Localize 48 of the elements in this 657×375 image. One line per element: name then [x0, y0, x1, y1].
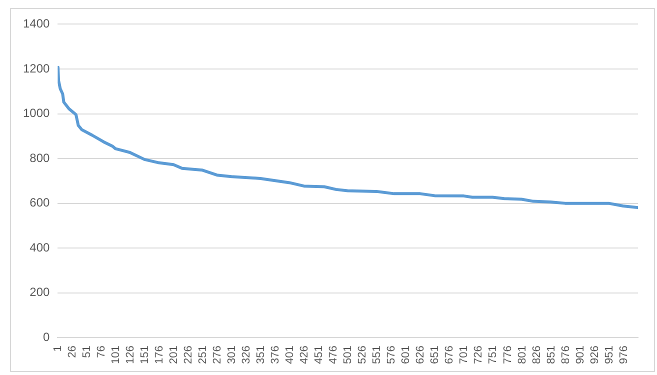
x-tick-label: 901	[574, 346, 586, 364]
x-tick-label: 451	[313, 346, 326, 364]
x-tick-label: 26	[66, 346, 79, 358]
x-tick-label: 651	[429, 346, 442, 364]
x-tick-label: 201	[168, 346, 180, 364]
x-tick-label: 726	[472, 346, 485, 364]
x-tick-label: 601	[400, 346, 412, 364]
x-tick-label: 276	[212, 346, 224, 364]
x-tick-label: 76	[96, 346, 108, 358]
x-tick-label: 401	[284, 346, 296, 364]
x-tick-label: 176	[154, 346, 166, 364]
x-tick-label: 1	[52, 346, 64, 352]
x-tick-label: 851	[545, 346, 558, 364]
y-tick-label: 1200	[22, 61, 50, 76]
x-tick-label: 576	[386, 346, 398, 364]
x-tick-label: 751	[487, 346, 500, 364]
x-tick-label: 226	[182, 346, 195, 364]
x-tick-label: 701	[458, 346, 470, 364]
y-tick-label: 0	[43, 330, 50, 344]
x-tick-label: 676	[444, 346, 456, 364]
y-tick-label: 600	[30, 196, 50, 210]
x-tick-label: 251	[197, 346, 210, 364]
x-tick-label: 376	[270, 346, 282, 364]
x-tick-label: 51	[81, 346, 94, 358]
x-tick-label: 351	[255, 346, 268, 364]
x-tick-label: 551	[371, 346, 384, 364]
x-tick-label: 826	[530, 346, 543, 364]
x-tick-label: 926	[588, 346, 601, 364]
x-tick-label: 501	[342, 346, 354, 364]
y-tick-label: 1000	[22, 106, 50, 120]
y-tick-label: 800	[30, 150, 50, 165]
x-tick-label: 476	[328, 346, 340, 364]
x-tick-label: 326	[240, 346, 253, 364]
x-tick-label: 801	[516, 346, 528, 364]
x-tick-label: 976	[618, 346, 630, 364]
x-tick-label: 526	[356, 346, 369, 364]
x-tick-label: 151	[139, 346, 152, 364]
x-tick-label: 776	[502, 346, 514, 364]
y-tick-label: 200	[30, 285, 50, 300]
y-tick-label: 1400	[22, 16, 50, 31]
x-tick-label: 126	[124, 346, 137, 364]
x-tick-label: 626	[414, 346, 427, 364]
x-tick-label: 101	[110, 346, 122, 364]
x-tick-label: 876	[560, 346, 572, 364]
x-tick-label: 951	[603, 346, 616, 364]
y-tick-label: 400	[30, 240, 50, 254]
x-tick-label: 426	[298, 346, 311, 364]
x-tick-label: 301	[226, 346, 238, 364]
